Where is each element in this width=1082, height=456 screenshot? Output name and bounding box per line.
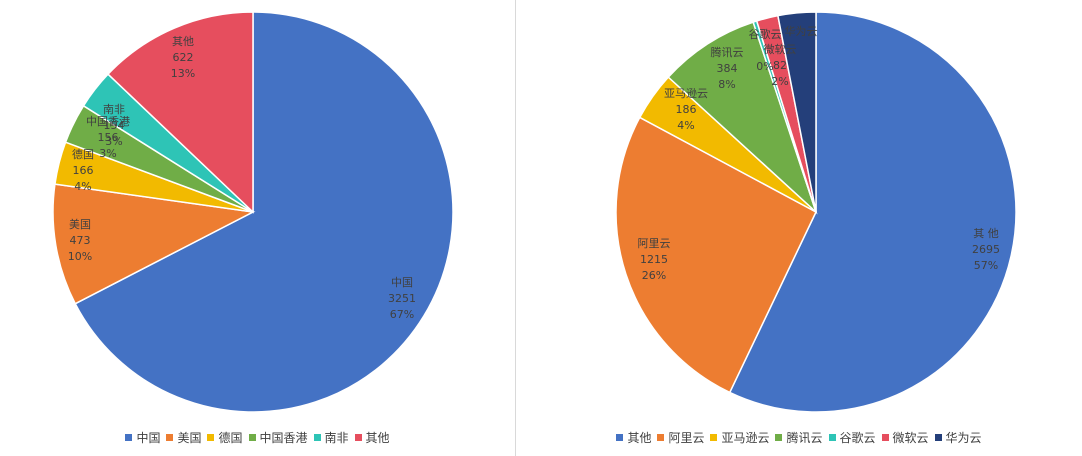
legend-item-2-6: 微软云 (881, 429, 929, 446)
data-label-2-5: 谷歌云 0% (749, 27, 782, 73)
legend-swatch (881, 434, 889, 441)
legend-item-2-7: 华为云 (934, 429, 982, 446)
panel-divider (515, 0, 516, 456)
legend-label: 中国香港 (259, 431, 308, 445)
legend-swatch (313, 434, 321, 441)
data-label-2-2: 阿里云 1215 26% (638, 237, 671, 282)
legend-label: 腾讯云 (786, 431, 823, 445)
legend-swatch (125, 434, 133, 441)
data-label-1-5: 南非 154 3% (103, 103, 125, 148)
data-label-2-6: 微软云 82 2% (764, 42, 797, 88)
data-label-2-1: 其 他 2695 57% (972, 227, 1000, 272)
legend-label: 其他 (365, 431, 390, 445)
pie-slice-2-4 (667, 21, 818, 215)
legend-item-1-1: 中国 (125, 429, 160, 446)
pie-slice-2-1 (728, 11, 1017, 413)
data-label-2-4: 腾讯云 384 8% (711, 45, 744, 91)
legend-item-2-1: 其他 (616, 429, 651, 446)
legend-item-1-4: 中国香港 (248, 429, 308, 446)
legend-label: 美国 (177, 431, 202, 445)
legend-swatch (354, 434, 362, 441)
country-pie-legend: 中国 美国 德国 中国香港 南非 其他 (0, 429, 515, 446)
data-label-1-3: 德国 166 4% (72, 147, 94, 193)
legend-label: 德国 (218, 431, 243, 445)
legend-label: 其他 (627, 431, 652, 445)
data-label-1-6: 其他 622 13% (171, 35, 195, 80)
legend-item-2-3: 亚马逊云 (710, 429, 769, 446)
legend-item-2-4: 腾讯云 (775, 429, 823, 446)
legend-swatch (616, 434, 624, 441)
data-label-2-7: 华为云 (785, 24, 818, 38)
cloud-pie-panel: 其 他 2695 57% 阿里云 1215 26% 亚马逊云 186 4% 腾讯云 384 8% 谷歌云… (516, 0, 1082, 456)
legend-swatch (248, 434, 256, 441)
legend-swatch (775, 434, 783, 441)
pie-slice-2-7 (777, 11, 817, 213)
legend-swatch (934, 434, 942, 441)
pie-slice-2-2 (615, 116, 817, 394)
pie-slice-1-6 (107, 11, 254, 214)
legend-item-2-2: 阿里云 (657, 429, 704, 446)
data-label-2-3: 亚马逊云 186 4% (664, 87, 708, 132)
legend-label: 中国 (136, 431, 161, 445)
legend-item-1-3: 德国 (207, 429, 243, 446)
legend-swatch (657, 434, 665, 441)
data-label-1-1: 中国 3251 67% (388, 276, 416, 321)
legend-label: 南非 (324, 431, 349, 445)
pie-slice-1-1 (74, 11, 454, 413)
legend-item-1-2: 美国 (166, 429, 201, 446)
legend-swatch (207, 434, 215, 441)
legend-item-1-6: 其他 (354, 429, 390, 446)
legend-swatch (828, 434, 836, 441)
data-label-1-2: 美国 473 10% (68, 218, 92, 263)
country-pie-panel: 中国 3251 67% 美国 473 10% 德国 166 4% 中国香港 156 3% 南非 154 3%… (0, 0, 515, 456)
legend-label: 微软云 (892, 431, 929, 445)
legend-item-1-5: 南非 (313, 429, 349, 446)
data-label-1-4: 中国香港 156 3% (86, 115, 130, 160)
pie-slice-1-2 (52, 183, 256, 305)
legend-item-2-5: 谷歌云 (828, 429, 876, 446)
legend-swatch (710, 434, 718, 441)
cloud-pie-legend: 其他 阿里云 亚马逊云 腾讯云 谷歌云 微软云 华为云 (516, 429, 1082, 446)
legend-label: 谷歌云 (839, 431, 876, 445)
country-pie-chart: 中国 3251 67% 美国 473 10% 德国 166 4%中国香港 156 3%南非 154 3%… (52, 11, 454, 413)
legend-label: 亚马逊云 (721, 431, 770, 445)
legend-label: 华为云 (945, 431, 982, 445)
cloud-pie-chart: 其 他 2695 57% 阿里云 1215 26% 亚马逊云 186 4%腾讯云 384 8%谷歌云… (615, 11, 1017, 413)
legend-label: 阿里云 (668, 431, 705, 445)
legend-swatch (166, 434, 174, 441)
